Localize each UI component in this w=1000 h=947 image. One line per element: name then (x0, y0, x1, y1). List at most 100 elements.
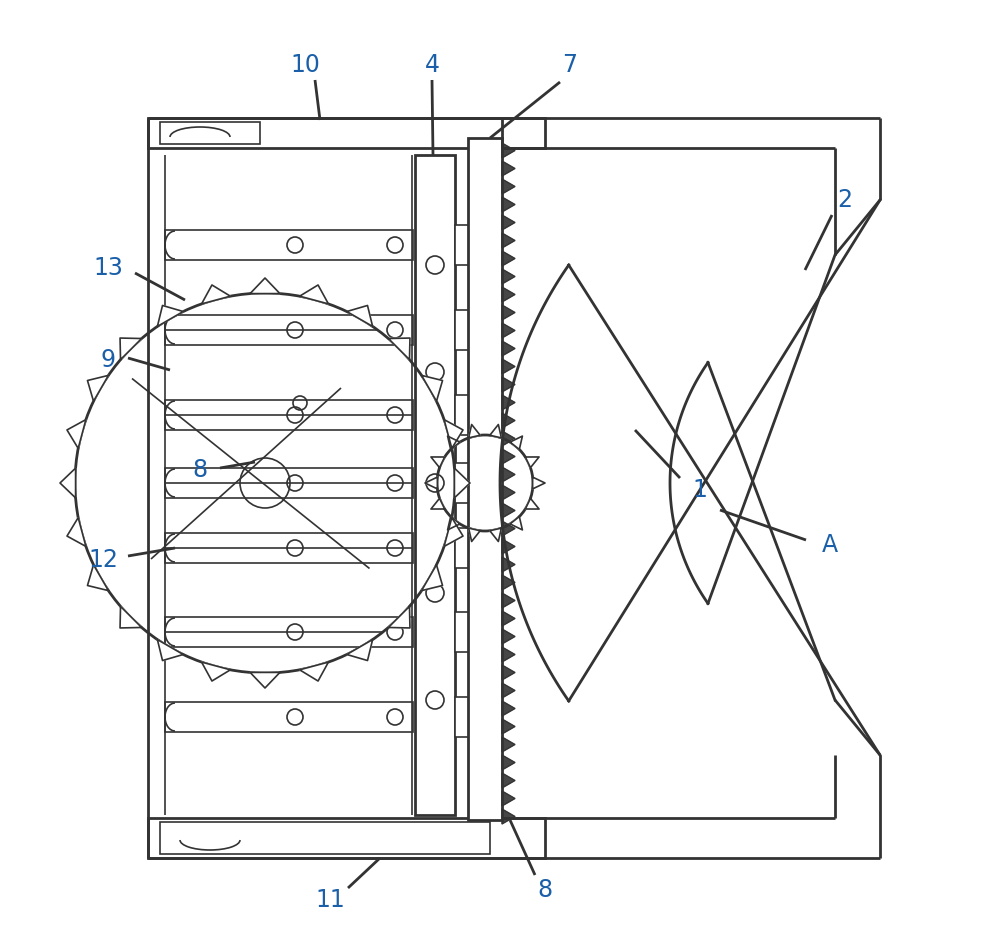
Text: 12: 12 (88, 548, 118, 572)
Polygon shape (502, 287, 515, 302)
Polygon shape (502, 233, 515, 248)
Polygon shape (448, 436, 460, 450)
Polygon shape (502, 575, 515, 590)
Polygon shape (502, 719, 515, 734)
Polygon shape (347, 639, 373, 661)
Polygon shape (502, 269, 515, 284)
Polygon shape (202, 285, 230, 304)
Bar (165, 315, 413, 345)
Polygon shape (490, 528, 501, 542)
Polygon shape (250, 672, 280, 688)
Bar (165, 230, 413, 260)
Polygon shape (448, 516, 460, 530)
Bar (455, 225, 470, 265)
Polygon shape (67, 518, 86, 546)
Bar (165, 400, 413, 430)
Polygon shape (120, 606, 142, 628)
Polygon shape (157, 306, 183, 327)
Polygon shape (347, 306, 373, 327)
Polygon shape (510, 516, 522, 530)
Bar (415, 155, 455, 815)
Polygon shape (502, 593, 515, 608)
Polygon shape (502, 431, 515, 446)
Bar (160, 822, 490, 854)
Polygon shape (250, 278, 280, 294)
Text: 8: 8 (192, 458, 208, 482)
Polygon shape (533, 477, 545, 489)
Polygon shape (502, 215, 515, 230)
Polygon shape (502, 647, 515, 662)
Polygon shape (502, 665, 515, 680)
Polygon shape (502, 791, 515, 806)
Polygon shape (502, 755, 515, 770)
Bar (455, 528, 470, 568)
Bar (160, 122, 260, 144)
Polygon shape (502, 251, 515, 266)
Bar (455, 395, 470, 435)
Polygon shape (87, 375, 108, 402)
Polygon shape (502, 611, 515, 626)
Polygon shape (202, 662, 230, 681)
Polygon shape (525, 457, 539, 468)
Polygon shape (502, 485, 515, 500)
Polygon shape (469, 424, 480, 438)
Polygon shape (87, 564, 108, 591)
Polygon shape (422, 564, 443, 591)
Polygon shape (444, 518, 463, 546)
Polygon shape (502, 701, 515, 716)
Polygon shape (388, 338, 410, 360)
Polygon shape (388, 606, 410, 628)
Polygon shape (502, 809, 515, 824)
Text: 8: 8 (537, 878, 553, 902)
Polygon shape (502, 737, 515, 752)
Polygon shape (60, 468, 76, 498)
Polygon shape (502, 773, 515, 788)
Text: 4: 4 (424, 53, 440, 77)
Text: 13: 13 (93, 256, 123, 280)
Text: 2: 2 (838, 188, 852, 212)
Polygon shape (300, 662, 328, 681)
Text: 1: 1 (693, 478, 707, 502)
Polygon shape (502, 359, 515, 374)
Polygon shape (469, 528, 480, 542)
Bar (468, 138, 502, 820)
Polygon shape (502, 539, 515, 554)
Polygon shape (502, 413, 515, 428)
Polygon shape (502, 179, 515, 194)
Bar (455, 463, 470, 503)
Polygon shape (502, 395, 515, 410)
Polygon shape (67, 420, 86, 448)
Polygon shape (502, 449, 515, 464)
Polygon shape (510, 436, 522, 450)
Polygon shape (502, 521, 515, 536)
Bar (165, 533, 413, 563)
Bar (455, 697, 470, 737)
Bar (165, 468, 413, 498)
Polygon shape (502, 467, 515, 482)
Bar (455, 612, 470, 652)
Polygon shape (157, 639, 183, 661)
Polygon shape (502, 305, 515, 320)
Polygon shape (502, 341, 515, 356)
Bar (165, 702, 413, 732)
Bar (148, 118, 545, 148)
Polygon shape (502, 377, 515, 392)
Polygon shape (431, 498, 445, 509)
Text: 9: 9 (100, 348, 116, 372)
Polygon shape (525, 498, 539, 509)
Bar (455, 310, 470, 350)
Polygon shape (502, 503, 515, 518)
Polygon shape (120, 338, 142, 360)
Bar (165, 617, 413, 647)
Text: 7: 7 (562, 53, 578, 77)
Polygon shape (431, 457, 445, 468)
Text: A: A (822, 533, 838, 557)
Bar (148, 818, 545, 858)
Polygon shape (502, 161, 515, 176)
Polygon shape (454, 468, 470, 498)
Polygon shape (502, 629, 515, 644)
Text: 10: 10 (290, 53, 320, 77)
Text: 11: 11 (315, 888, 345, 912)
Polygon shape (490, 424, 501, 438)
Polygon shape (502, 143, 515, 158)
